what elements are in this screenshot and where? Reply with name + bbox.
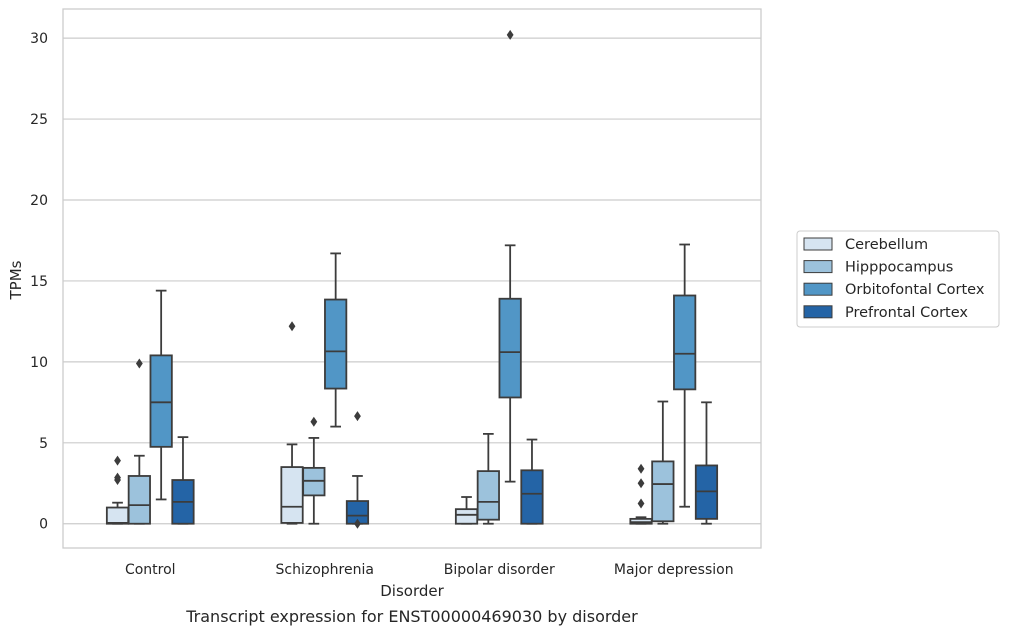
legend-frame bbox=[796, 230, 1000, 328]
box-iqr bbox=[127, 475, 151, 525]
box-iqr bbox=[454, 508, 479, 525]
box-prefrontal-cortex bbox=[345, 411, 370, 529]
y-tick-label: 5 bbox=[39, 436, 48, 452]
box-hipppocampus bbox=[476, 432, 500, 525]
y-tick-labels: 0 5 10 15 20 25 30 bbox=[30, 31, 48, 533]
box-orbitofontal-cortex bbox=[673, 243, 697, 508]
x-tick-label: Control bbox=[125, 562, 176, 578]
box-iqr bbox=[673, 294, 697, 391]
legend-label: Hipppocampus bbox=[845, 260, 953, 276]
plot-frame bbox=[62, 8, 762, 549]
y-tick-label: 25 bbox=[30, 112, 48, 128]
box-cerebellum bbox=[454, 496, 479, 525]
outlier-point bbox=[354, 411, 361, 422]
outlier-point bbox=[114, 472, 121, 483]
box-prefrontal-cortex bbox=[694, 401, 719, 525]
y-tick-label: 10 bbox=[30, 355, 48, 371]
legend-label: Cerebellum bbox=[845, 237, 928, 253]
legend-label: Orbitofontal Cortex bbox=[845, 282, 985, 298]
box-iqr bbox=[476, 470, 500, 521]
x-tick-label: Bipolar disorder bbox=[444, 562, 555, 578]
box-iqr bbox=[280, 466, 304, 524]
box-iqr bbox=[149, 354, 173, 448]
y-axis-label: TPMs bbox=[7, 260, 25, 300]
box-prefrontal-cortex bbox=[171, 436, 195, 525]
legend-swatch bbox=[803, 260, 833, 274]
legend: Cerebellum Hipppocampus Orbitofontal Corte… bbox=[796, 230, 1000, 328]
box-iqr bbox=[324, 298, 348, 390]
y-tick-label: 20 bbox=[30, 193, 48, 209]
outlier-point bbox=[310, 416, 318, 427]
chart-caption: Transcript expression for ENST0000046903… bbox=[185, 607, 638, 626]
y-tick-label: 0 bbox=[39, 517, 48, 533]
box-orbitofontal-cortex bbox=[324, 252, 348, 428]
grid-layer bbox=[63, 37, 761, 525]
box-orbitofontal-cortex bbox=[498, 29, 522, 483]
box-iqr bbox=[105, 506, 130, 525]
box-iqr bbox=[520, 469, 544, 525]
x-tick-label: Major depression bbox=[614, 562, 734, 578]
box-orbitofontal-cortex bbox=[149, 289, 173, 501]
outlier-point bbox=[114, 455, 121, 466]
outlier-point bbox=[288, 321, 296, 332]
outlier-point bbox=[637, 478, 645, 489]
outlier-point bbox=[637, 463, 645, 474]
x-tick-labels: Control Schizophrenia Bipolar disorder Majo… bbox=[125, 562, 734, 578]
box-cerebellum bbox=[629, 463, 653, 525]
y-tick-label: 30 bbox=[30, 31, 48, 47]
x-tick-label: Schizophrenia bbox=[276, 562, 374, 578]
x-axis-label: Disorder bbox=[380, 582, 444, 600]
legend-label: Prefrontal Cortex bbox=[845, 305, 968, 321]
y-tick-label: 15 bbox=[30, 274, 48, 290]
box-cerebellum bbox=[105, 455, 130, 525]
box-prefrontal-cortex bbox=[520, 438, 544, 525]
outlier-point bbox=[354, 518, 361, 529]
boxes-layer bbox=[105, 29, 719, 529]
outlier-point bbox=[506, 29, 514, 40]
legend-swatch bbox=[803, 237, 833, 251]
legend-swatch bbox=[803, 305, 833, 319]
box-cerebellum bbox=[280, 321, 304, 525]
box-hipppocampus bbox=[302, 416, 326, 525]
legend-swatch bbox=[803, 282, 833, 296]
box-hipppocampus bbox=[127, 358, 151, 525]
box-iqr bbox=[651, 460, 675, 523]
legend-items: Cerebellum Hipppocampus Orbitofontal Corte… bbox=[803, 237, 985, 321]
outlier-point bbox=[637, 498, 645, 509]
box-hipppocampus bbox=[651, 400, 675, 525]
box-iqr bbox=[498, 297, 522, 399]
outlier-point bbox=[135, 358, 143, 369]
